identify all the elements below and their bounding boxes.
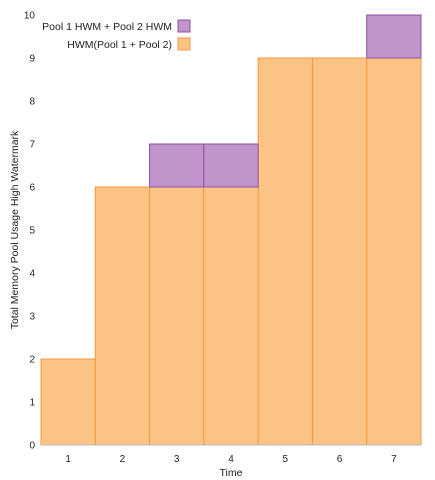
x-tick-label-6: 6: [337, 454, 343, 465]
y-tick-label-3: 3: [29, 312, 35, 323]
y-tick-label-2: 2: [29, 355, 35, 366]
bar-series1-4: [203, 186, 259, 446]
bar-series1-5: [257, 57, 313, 446]
x-tick-label-1: 1: [65, 454, 71, 465]
legend-item-2: HWM(Pool 1 + Pool 2): [67, 37, 191, 51]
bar-series1-2: [94, 186, 151, 446]
legend-swatch-2: [177, 37, 191, 51]
y-tick-label-8: 8: [29, 97, 35, 108]
bar-series1-3: [149, 186, 205, 446]
legend-item-1: Pool 1 HWM + Pool 2 HWM: [42, 19, 191, 33]
x-tick-label-2: 2: [120, 454, 126, 465]
bar-series1-6: [311, 57, 368, 446]
legend: Pool 1 HWM + Pool 2 HWM HWM(Pool 1 + Pool…: [42, 19, 191, 51]
y-axis-title: Total Memory Pool Usage High Watermark: [9, 130, 21, 329]
legend-label-1: Pool 1 HWM + Pool 2 HWM: [42, 21, 172, 33]
x-tick-label-5: 5: [283, 454, 289, 465]
y-tick-label-4: 4: [29, 269, 35, 280]
y-tick-label-9: 9: [29, 54, 35, 65]
x-tick-label-4: 4: [228, 454, 234, 465]
y-tick-label-7: 7: [29, 140, 35, 151]
bar-series2-4: [203, 143, 259, 188]
y-tick-label-1: 1: [29, 398, 35, 409]
legend-swatch-1: [177, 19, 191, 33]
bar-series2-3: [149, 143, 205, 188]
x-tick-label-7: 7: [391, 454, 397, 465]
y-tick-label-0: 0: [29, 441, 35, 452]
y-tick-label-6: 6: [29, 183, 35, 194]
x-tick-label-3: 3: [174, 454, 180, 465]
bar-series2-7: [366, 14, 422, 59]
legend-label-2: HWM(Pool 1 + Pool 2): [67, 39, 172, 51]
y-tick-label-10: 10: [24, 11, 36, 22]
bar-series1-1: [40, 358, 96, 446]
bars-layer: [40, 14, 422, 446]
x-axis-ticks: 1 2 3 4 5 6 7: [65, 454, 397, 465]
x-axis-title: Time: [220, 467, 243, 479]
y-axis-ticks: 0 1 2 3 4 5 6 7 8 9 10: [24, 11, 36, 452]
y-tick-label-5: 5: [29, 226, 35, 237]
bar-series1-7: [366, 57, 422, 446]
